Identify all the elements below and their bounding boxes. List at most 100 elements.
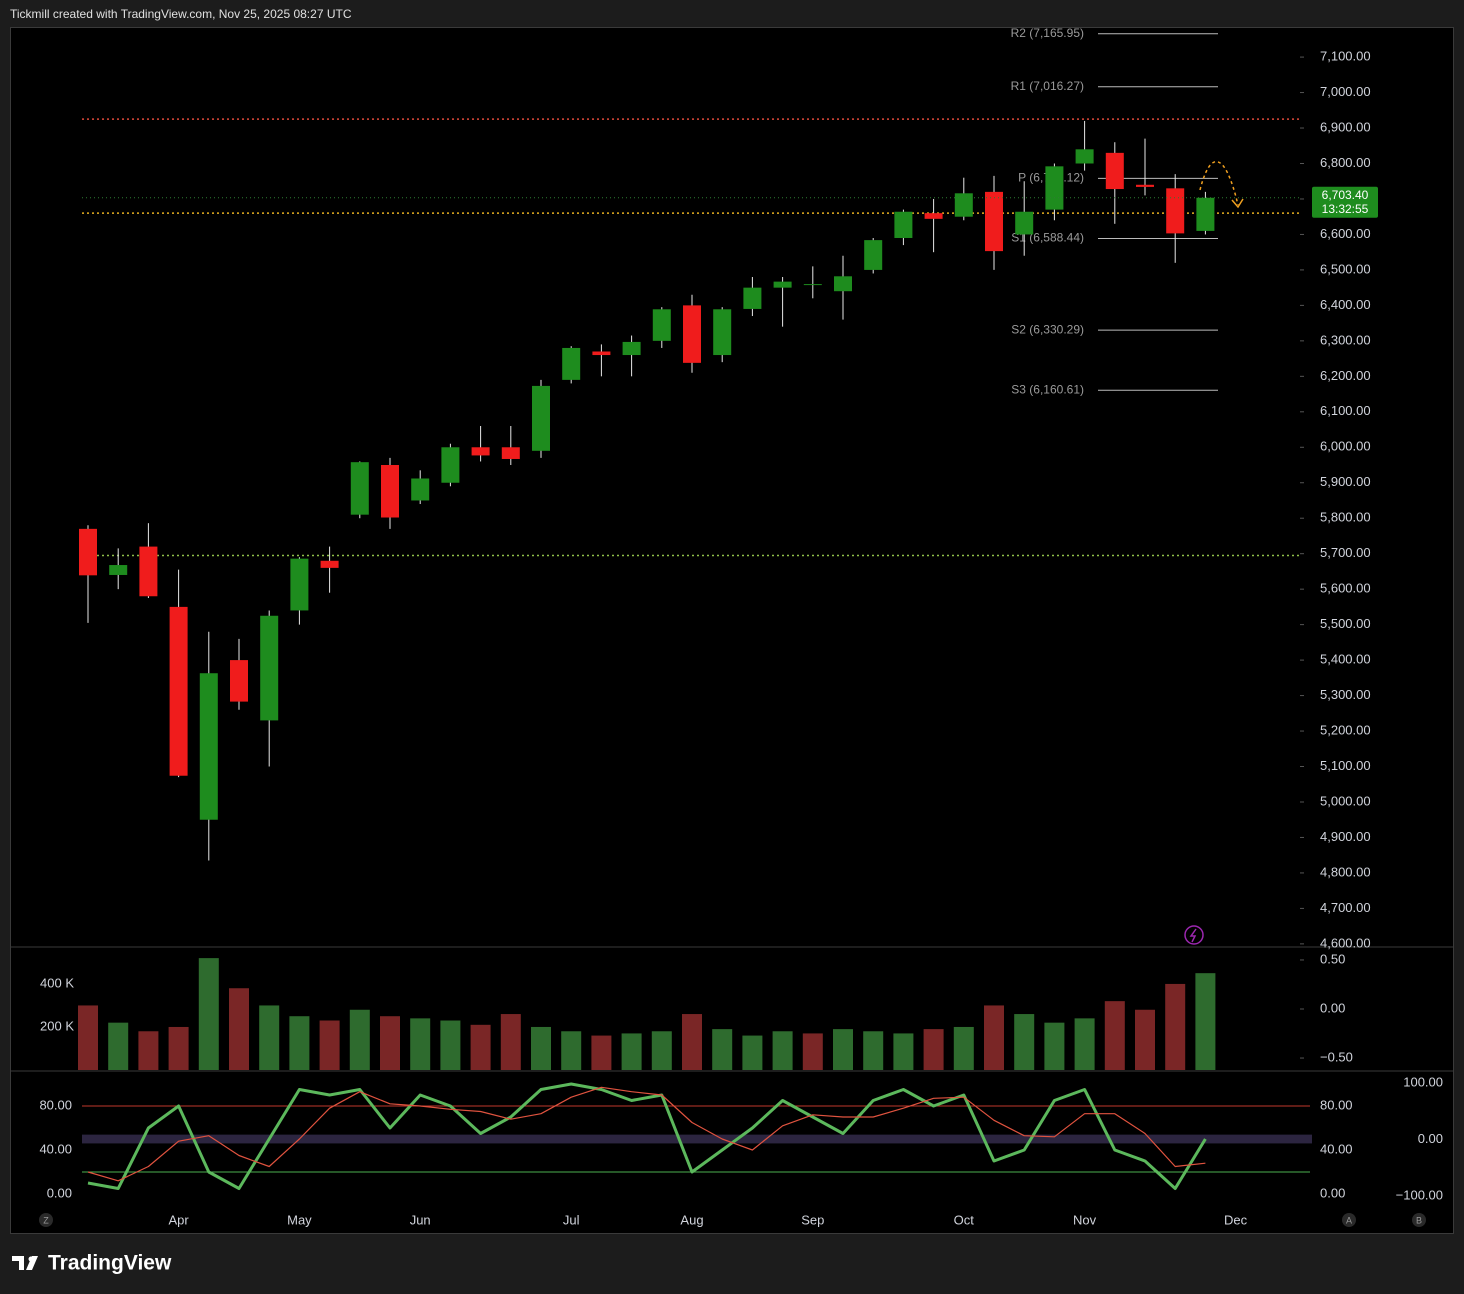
volume-bar [380, 1016, 400, 1070]
candle-body [350, 462, 369, 515]
volume-bar [259, 1005, 280, 1070]
y-tick-label: 6,300.00 [1320, 332, 1371, 347]
volume-bar [1074, 1018, 1095, 1070]
volume-bar [289, 1016, 310, 1070]
axes: 4,600.00 4,700.00 4,800.00 4,900.00 5,000.00… [39, 49, 1443, 1227]
osc-y2-tick-label: −100.00 [1396, 1187, 1443, 1202]
logo: TradingView [12, 1252, 172, 1275]
countdown: 13:32:55 [1322, 202, 1369, 216]
y-tick-label: 7,000.00 [1320, 84, 1371, 99]
candle-body [471, 447, 490, 456]
y-tick-label: 4,900.00 [1320, 829, 1371, 844]
volume-bar [229, 988, 249, 1070]
y-tick-label: 6,400.00 [1320, 297, 1371, 312]
candle-body [743, 287, 762, 309]
candle-body [290, 558, 309, 611]
pivot-label: R2 (7,165.95) [1011, 26, 1084, 40]
volume-bar [319, 1020, 340, 1070]
candle-body [592, 351, 611, 356]
y-tick-label: 5,700.00 [1320, 545, 1371, 560]
alert-icon[interactable] [1184, 925, 1204, 945]
scale-button[interactable] [39, 1213, 53, 1227]
candle-body [1196, 197, 1215, 231]
y-tick-label: 5,100.00 [1320, 758, 1371, 773]
candle-body [683, 305, 701, 363]
logo-text: TradingView [48, 1252, 172, 1275]
candle-body [230, 660, 248, 702]
y-tick-label: 7,100.00 [1320, 49, 1371, 64]
volume-bar [1104, 1001, 1125, 1070]
osc-tick-label: 80.00 [39, 1097, 72, 1112]
candle-body [320, 560, 339, 568]
x-tick-label: Jul [563, 1212, 580, 1227]
osc-tick-label: 40.00 [39, 1141, 72, 1156]
y-tick-label: 5,200.00 [1320, 722, 1371, 737]
volume-bar [1135, 1009, 1155, 1070]
osc-line [87, 1086, 1206, 1182]
volume-bar [1195, 973, 1216, 1070]
candle-body [713, 309, 732, 356]
price-pane: R2 (7,165.95)R1 (7,016.27)P (6,758.12)S1… [79, 26, 1299, 861]
x-tick-label: May [287, 1212, 312, 1227]
volume-bar [440, 1020, 461, 1070]
volume-bar [712, 1029, 733, 1070]
osc-line [87, 1082, 1207, 1190]
volume-bar [349, 1009, 370, 1070]
y-tick-label: 6,100.00 [1320, 403, 1371, 418]
pivot-label: S3 (6,160.61) [1011, 382, 1084, 396]
x-tick-label: Aug [680, 1212, 703, 1227]
last-price-box [1312, 186, 1378, 218]
scale-button-label: Z [43, 1215, 49, 1225]
volume-bar [198, 958, 219, 1070]
x-tick-label: Sep [801, 1212, 824, 1227]
candle-body [864, 240, 883, 270]
osc-y2-tick-label: 100.00 [1403, 1075, 1443, 1090]
volume-bar [591, 1035, 612, 1070]
scale-button[interactable] [1412, 1213, 1426, 1227]
volume-pane [78, 958, 1216, 1070]
mid-band [82, 1134, 1312, 1144]
y-tick-label: 5,300.00 [1320, 687, 1371, 702]
y-tick-label: 6,600.00 [1320, 226, 1371, 241]
candle-body [1015, 211, 1034, 235]
candle-body [652, 309, 671, 341]
osc-y2-tick-label: 0.00 [1418, 1131, 1443, 1146]
volume-bar [138, 1031, 159, 1070]
volume-bar [1014, 1014, 1035, 1070]
pivot-label: S2 (6,330.29) [1011, 322, 1084, 336]
candle-body [1136, 184, 1154, 187]
volume-bar [410, 1018, 431, 1070]
x-tick-label: Nov [1073, 1212, 1097, 1227]
header: Tickmill created with TradingView.com, N… [10, 7, 352, 21]
y-tick-label: 5,400.00 [1320, 652, 1371, 667]
x-tick-label: Jun [410, 1212, 431, 1227]
y2-tick-label: 0.00 [1320, 1000, 1345, 1015]
y-tick-label: 5,000.00 [1320, 793, 1371, 808]
volume-bar [953, 1026, 974, 1070]
scale-button-label: B [1416, 1215, 1422, 1225]
x-tick-label: Oct [954, 1212, 975, 1227]
volume-bar [742, 1035, 763, 1070]
osc-tick-label-right: 40.00 [1320, 1141, 1353, 1156]
osc-tick-label: 0.00 [47, 1185, 72, 1200]
oscillator-pane [82, 1082, 1312, 1190]
x-tick-label: Apr [168, 1212, 189, 1227]
volume-bar [802, 1033, 823, 1070]
y-tick-label: 6,900.00 [1320, 119, 1371, 134]
candle-body [79, 528, 97, 576]
y-tick-label: 4,800.00 [1320, 864, 1371, 879]
candle-body [1166, 188, 1185, 234]
volume-bar [833, 1029, 853, 1070]
candle-body [924, 213, 943, 219]
candle-body [381, 465, 399, 518]
candle-body [260, 615, 279, 721]
volume-bar [651, 1031, 672, 1070]
volume-bar [78, 1005, 98, 1070]
logo-dot [28, 1256, 34, 1262]
candle-body [1045, 166, 1064, 210]
volume-bar [500, 1014, 521, 1070]
volume-bar [923, 1029, 944, 1070]
scale-button[interactable] [1342, 1213, 1356, 1227]
y-tick-label: 6,800.00 [1320, 155, 1371, 170]
